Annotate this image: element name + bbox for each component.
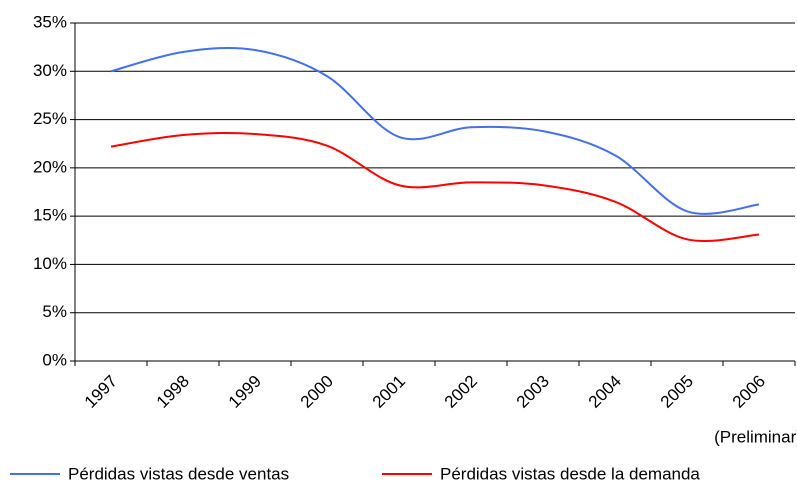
x-tick-label: 2000 — [297, 372, 337, 412]
y-tick-label: 10% — [33, 254, 67, 273]
y-tick-label: 30% — [33, 61, 67, 80]
x-tick-label: 2004 — [585, 372, 625, 412]
x-tick-label: 1997 — [81, 372, 121, 412]
series-line — [110, 132, 760, 243]
y-tick-label: 35% — [33, 12, 67, 31]
x-annotation: (Preliminar) — [714, 427, 797, 446]
x-tick-label: 2002 — [441, 372, 481, 412]
y-tick-label: 0% — [42, 350, 67, 369]
x-tick-label: 2001 — [369, 372, 409, 412]
x-tick-label: 2006 — [729, 372, 769, 412]
x-tick-label: 2005 — [657, 372, 697, 412]
y-tick-label: 5% — [42, 302, 67, 321]
series-line — [110, 46, 760, 215]
y-tick-label: 15% — [33, 206, 67, 225]
x-tick-label: 2003 — [513, 372, 553, 412]
y-tick-label: 25% — [33, 109, 67, 128]
legend-label: Pérdidas vistas desde ventas — [68, 464, 289, 483]
x-tick-label: 1998 — [153, 372, 193, 412]
x-tick-label: 1999 — [225, 372, 265, 412]
y-tick-label: 20% — [33, 157, 67, 176]
legend-label: Pérdidas vistas desde la demanda — [440, 464, 700, 483]
